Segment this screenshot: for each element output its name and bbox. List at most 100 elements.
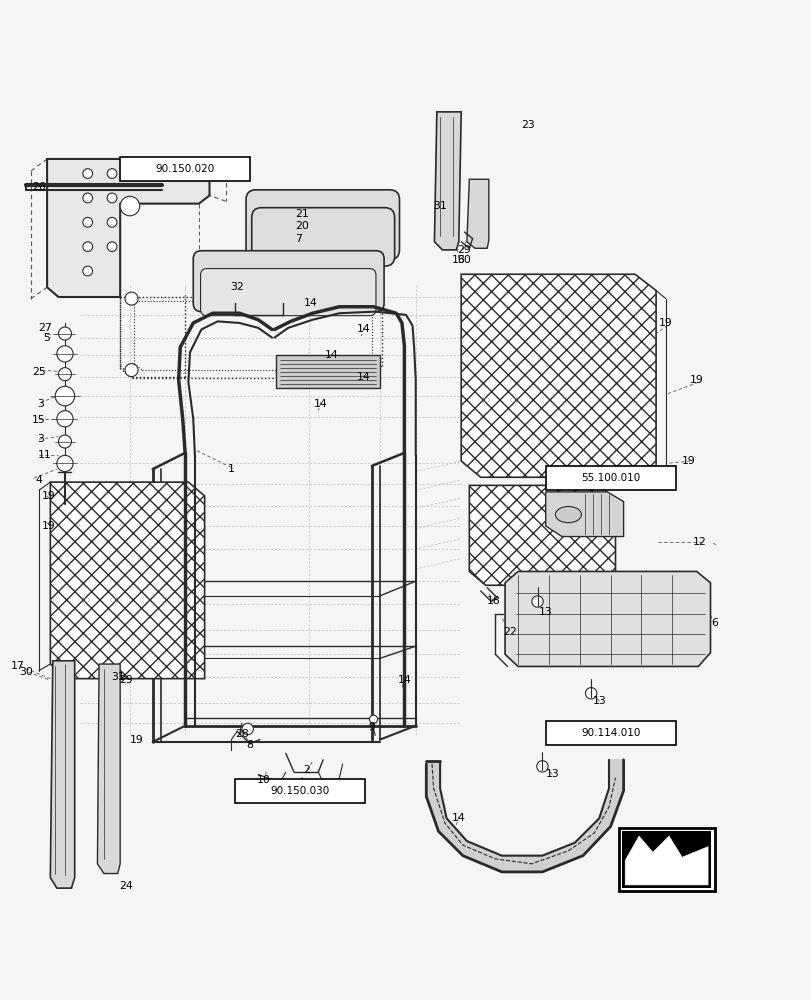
Circle shape xyxy=(83,193,92,203)
Text: 9: 9 xyxy=(368,722,375,732)
Text: 30: 30 xyxy=(457,255,471,265)
Circle shape xyxy=(107,242,117,252)
Text: 28: 28 xyxy=(235,729,248,739)
Text: 27: 27 xyxy=(38,323,51,333)
Text: 14: 14 xyxy=(324,350,337,360)
Circle shape xyxy=(369,715,377,723)
Text: 14: 14 xyxy=(452,813,465,823)
Text: 20: 20 xyxy=(294,221,309,231)
Text: 31: 31 xyxy=(433,201,446,211)
Text: 14: 14 xyxy=(357,324,370,334)
Circle shape xyxy=(58,327,71,340)
Bar xyxy=(120,157,250,181)
Text: 22: 22 xyxy=(503,627,516,637)
Bar xyxy=(618,828,714,891)
Text: 14: 14 xyxy=(303,298,316,308)
Text: 18: 18 xyxy=(487,596,500,606)
Polygon shape xyxy=(461,274,655,477)
Text: 55.100.010: 55.100.010 xyxy=(581,473,639,483)
FancyBboxPatch shape xyxy=(193,251,384,312)
Text: 19: 19 xyxy=(42,491,55,501)
Text: 19: 19 xyxy=(130,735,143,745)
Text: 12: 12 xyxy=(693,537,706,547)
Text: 13: 13 xyxy=(545,769,558,779)
Text: 19: 19 xyxy=(42,521,55,531)
FancyBboxPatch shape xyxy=(200,269,375,316)
Text: 31: 31 xyxy=(111,672,124,682)
Polygon shape xyxy=(426,760,623,872)
Bar xyxy=(545,721,675,745)
Text: 8: 8 xyxy=(247,740,253,750)
Text: 29: 29 xyxy=(119,675,132,685)
Polygon shape xyxy=(545,492,623,537)
Text: 21: 21 xyxy=(295,209,308,219)
Circle shape xyxy=(107,193,117,203)
Text: 19: 19 xyxy=(659,318,672,328)
Text: 13: 13 xyxy=(539,607,551,617)
FancyBboxPatch shape xyxy=(246,190,399,260)
Circle shape xyxy=(57,346,73,362)
Polygon shape xyxy=(434,112,461,250)
Circle shape xyxy=(531,596,543,607)
Circle shape xyxy=(57,455,73,472)
Circle shape xyxy=(125,364,138,377)
Polygon shape xyxy=(50,482,204,679)
Text: 32: 32 xyxy=(230,282,243,292)
Text: 15: 15 xyxy=(32,415,45,425)
Circle shape xyxy=(354,292,367,305)
Text: 13: 13 xyxy=(592,696,605,706)
Text: 14: 14 xyxy=(397,675,410,685)
Bar xyxy=(621,831,710,888)
Text: 2: 2 xyxy=(303,765,310,775)
Text: 3: 3 xyxy=(37,399,44,409)
Circle shape xyxy=(107,217,117,227)
Circle shape xyxy=(125,292,138,305)
Text: 16: 16 xyxy=(452,255,465,265)
Text: 19: 19 xyxy=(681,456,694,466)
Circle shape xyxy=(58,368,71,381)
Circle shape xyxy=(83,217,92,227)
Polygon shape xyxy=(50,661,75,888)
Polygon shape xyxy=(97,664,120,874)
Text: 17: 17 xyxy=(11,661,24,671)
Text: 14: 14 xyxy=(314,399,327,409)
Polygon shape xyxy=(469,485,615,585)
Polygon shape xyxy=(47,159,209,297)
Circle shape xyxy=(107,169,117,178)
Circle shape xyxy=(242,723,253,735)
Circle shape xyxy=(57,411,73,427)
Bar xyxy=(276,355,380,388)
Text: 6: 6 xyxy=(710,618,717,628)
Circle shape xyxy=(536,761,547,772)
Circle shape xyxy=(585,688,596,699)
Text: 3: 3 xyxy=(37,434,44,444)
Text: 29: 29 xyxy=(457,245,470,255)
Text: 5: 5 xyxy=(44,333,50,343)
Text: 11: 11 xyxy=(38,450,51,460)
Text: 14: 14 xyxy=(357,372,370,382)
Polygon shape xyxy=(624,836,707,885)
Text: 23: 23 xyxy=(521,120,534,130)
Text: 26: 26 xyxy=(32,182,45,192)
Ellipse shape xyxy=(555,506,581,523)
Circle shape xyxy=(55,386,75,406)
Text: 90.150.030: 90.150.030 xyxy=(271,786,329,796)
Circle shape xyxy=(83,242,92,252)
Circle shape xyxy=(83,266,92,276)
FancyBboxPatch shape xyxy=(251,208,394,266)
Text: 1: 1 xyxy=(228,464,234,474)
Text: 90.150.020: 90.150.020 xyxy=(156,164,214,174)
Text: 7: 7 xyxy=(295,234,302,244)
Text: 90.114.010: 90.114.010 xyxy=(580,728,640,738)
Text: 30: 30 xyxy=(19,667,33,677)
Text: 19: 19 xyxy=(689,375,702,385)
Circle shape xyxy=(120,196,139,216)
Circle shape xyxy=(58,435,71,448)
Bar xyxy=(235,779,365,803)
Polygon shape xyxy=(466,179,488,248)
Bar xyxy=(545,466,675,490)
Text: 10: 10 xyxy=(256,775,271,785)
Circle shape xyxy=(354,364,367,377)
Text: 4: 4 xyxy=(36,475,42,485)
Text: 24: 24 xyxy=(119,881,132,891)
